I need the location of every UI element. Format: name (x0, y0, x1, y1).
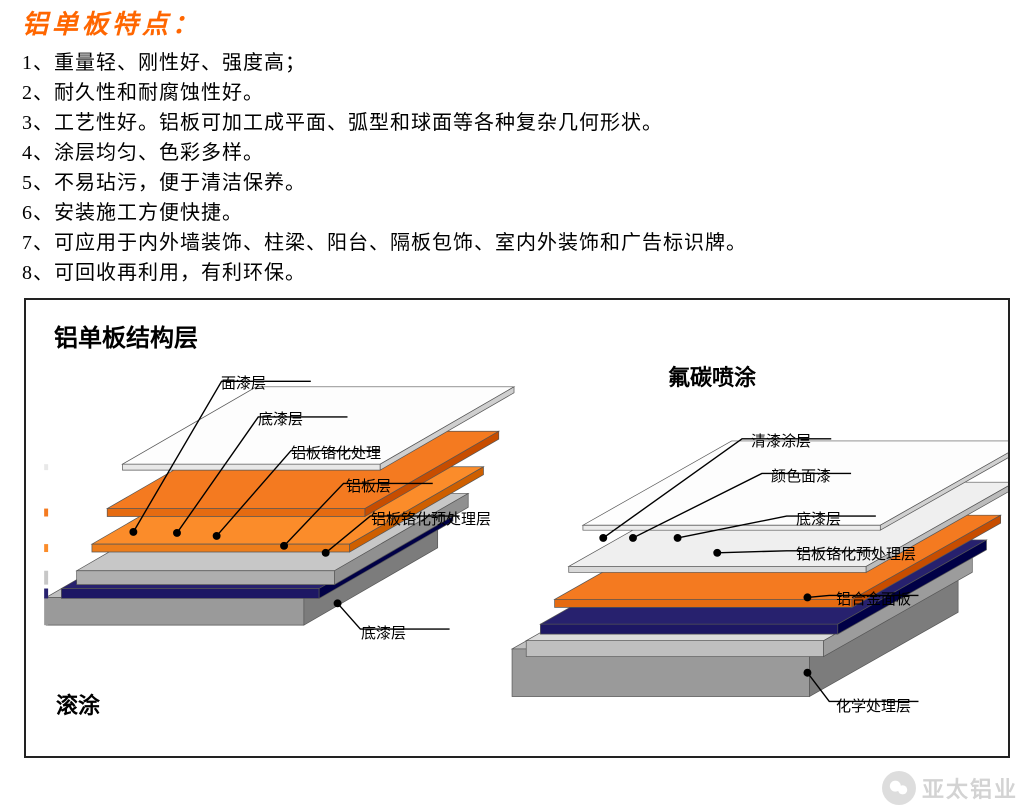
feature-item: 1、重量轻、刚性好、强度高； (22, 48, 747, 78)
feature-item: 3、工艺性好。铝板可加工成平面、弧型和球面等各种复杂几何形状。 (22, 108, 747, 138)
feature-item: 2、耐久性和耐腐蚀性好。 (22, 78, 747, 108)
layer-label: 底漆层 (258, 408, 303, 429)
watermark-text: 亚太铝业 (922, 772, 1018, 804)
feature-item: 6、安装施工方便快捷。 (22, 198, 747, 228)
layer-label: 底漆层 (796, 508, 841, 529)
layer-label: 底漆层 (361, 622, 406, 643)
feature-item: 5、不易玷污，便于清洁保养。 (22, 168, 747, 198)
layer-label: 化学处理层 (836, 695, 911, 716)
layer-label: 铝板层 (346, 475, 391, 496)
layer-label: 清漆涂层 (751, 430, 811, 451)
wechat-icon (882, 771, 916, 805)
page-title: 铝单板特点： (22, 4, 202, 41)
layer-label: 颜色面漆 (771, 465, 831, 486)
feature-item: 4、涂层均匀、色彩多样。 (22, 138, 747, 168)
feature-item: 8、可回收再利用，有利环保。 (22, 258, 747, 288)
layer-label: 铝板铬化处理 (291, 442, 381, 463)
watermark: 亚太铝业 (882, 771, 1018, 805)
left-method-title: 滚涂 (56, 688, 100, 720)
layer-label: 面漆层 (221, 372, 266, 393)
structure-diagram: 铝单板结构层 滚涂 氟碳喷涂 面漆层 底漆层 铝板铬化处理 铝板层 铝板铬化预处… (24, 298, 1010, 758)
layer-label: 铝板铬化预处理层 (371, 508, 491, 529)
feature-item: 7、可应用于内外墙装饰、柱梁、阳台、隔板包饰、室内外装饰和广告标识牌。 (22, 228, 747, 258)
right-method-title: 氟碳喷涂 (668, 360, 756, 392)
layers-illustration (26, 300, 1008, 756)
features-list: 1、重量轻、刚性好、强度高； 2、耐久性和耐腐蚀性好。 3、工艺性好。铝板可加工… (22, 48, 747, 288)
layer-label: 铝合金面板 (836, 588, 911, 609)
layer-label: 铝板铬化预处理层 (796, 543, 916, 564)
